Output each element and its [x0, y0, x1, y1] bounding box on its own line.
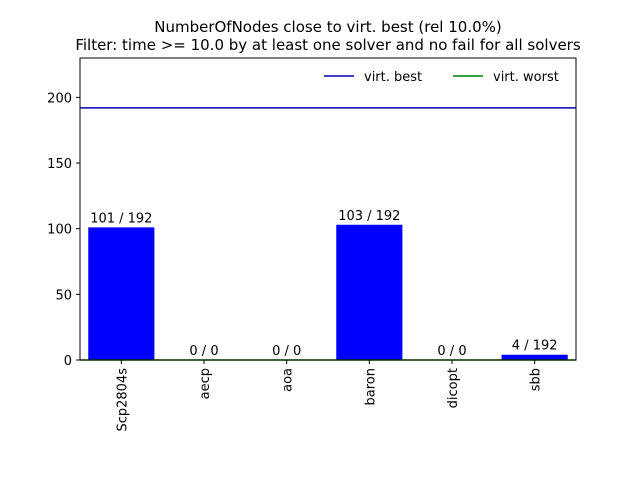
legend-label-virt-best: virt. best — [364, 70, 422, 85]
x-tick-label-baron: baron — [363, 368, 378, 405]
data-label-aoa: 0 / 0 — [272, 344, 301, 359]
chart-subtitle: Filter: time >= 10.0 by at least one sol… — [75, 36, 581, 54]
bar-sbb — [501, 354, 568, 360]
x-tick-label-aecp: aecp — [198, 368, 213, 399]
legend-label-virt-worst: virt. worst — [493, 70, 559, 85]
y-tick-label-100: 100 — [47, 223, 72, 238]
x-tick-label-sbb: sbb — [529, 368, 544, 391]
data-label-dicopt: 0 / 0 — [437, 344, 466, 359]
y-tick-label-50: 50 — [55, 288, 72, 303]
bar-Scp2804s — [88, 227, 155, 360]
x-tick-label-dicopt: dicopt — [446, 368, 461, 408]
bar-baron — [336, 224, 403, 360]
data-label-baron: 103 / 192 — [338, 209, 400, 224]
x-tick-label-Scp2804s: Scp2804s — [115, 368, 130, 432]
data-label-Scp2804s: 101 / 192 — [90, 211, 152, 226]
y-tick-label-200: 200 — [47, 91, 72, 106]
x-tick-label-aoa: aoa — [281, 368, 296, 392]
y-tick-label-150: 150 — [47, 157, 72, 172]
data-label-sbb: 4 / 192 — [512, 339, 558, 354]
legend: virt. best virt. worst — [324, 70, 559, 85]
data-label-aecp: 0 / 0 — [189, 344, 218, 359]
y-tick-label-0: 0 — [64, 354, 72, 369]
plot-frame — [79, 57, 577, 361]
chart-title: NumberOfNodes close to virt. best (rel 1… — [154, 18, 502, 36]
